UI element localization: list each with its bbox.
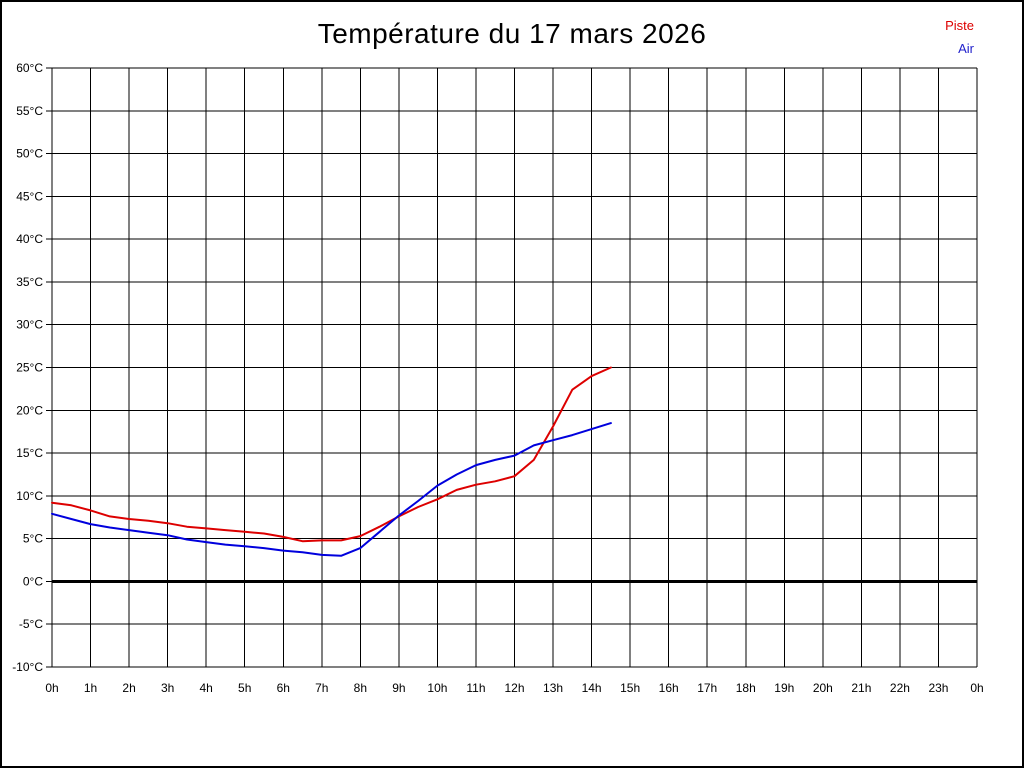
y-axis-tick-label: -10°C: [12, 660, 43, 674]
page-title: Température du 17 mars 2026: [317, 18, 707, 49]
y-axis-tick-label: 40°C: [16, 232, 43, 246]
x-axis-tick-label: 22h: [890, 681, 910, 695]
y-axis-tick-label: 20°C: [16, 403, 43, 417]
y-axis-tick-label: 55°C: [16, 104, 43, 118]
chart-legend: Piste Air: [945, 14, 974, 60]
x-axis-tick-label: 20h: [813, 681, 833, 695]
x-axis-tick-label: 14h: [582, 681, 602, 695]
y-axis-tick-label: 50°C: [16, 147, 43, 161]
x-axis-tick-label: 0h: [45, 681, 58, 695]
y-axis-tick-label: 60°C: [16, 61, 43, 75]
x-axis-tick-label: 5h: [238, 681, 251, 695]
y-axis-tick-label: 25°C: [16, 361, 43, 375]
y-axis-tick-label: 0°C: [23, 574, 43, 588]
x-axis-tick-label: 13h: [543, 681, 563, 695]
y-axis-tick-label: 35°C: [16, 275, 43, 289]
x-axis-tick-label: 15h: [620, 681, 640, 695]
x-axis-tick-label: 11h: [466, 681, 485, 695]
x-axis-tick-label: 7h: [315, 681, 328, 695]
x-axis-tick-label: 2h: [122, 681, 135, 695]
legend-item-piste: Piste: [945, 18, 974, 33]
x-axis-tick-label: 8h: [354, 681, 367, 695]
y-axis-tick-label: -5°C: [19, 617, 43, 631]
series-line-air: [51, 422, 612, 557]
x-axis-tick-label: 6h: [277, 681, 290, 695]
y-axis-tick-label: 45°C: [16, 189, 43, 203]
y-axis-tick-label: 5°C: [23, 532, 43, 546]
x-axis-tick-label: 1h: [84, 681, 97, 695]
x-axis-tick-label: 21h: [851, 681, 871, 695]
x-axis-tick-label: 23h: [928, 681, 948, 695]
x-axis-tick-label: 18h: [736, 681, 756, 695]
y-axis-tick-label: 30°C: [16, 318, 43, 332]
x-axis-tick-label: 12h: [504, 681, 524, 695]
x-axis-tick-label: 17h: [697, 681, 717, 695]
x-axis-tick-label: 9h: [392, 681, 405, 695]
x-axis-tick-label: 10h: [427, 681, 447, 695]
x-axis-tick-label: 0h: [970, 681, 983, 695]
x-axis-tick-label: 19h: [774, 681, 794, 695]
y-axis-tick-label: 10°C: [16, 489, 43, 503]
series-line-piste: [51, 366, 612, 543]
y-axis-tick-label: 15°C: [16, 446, 43, 460]
x-axis-tick-label: 3h: [161, 681, 174, 695]
legend-item-air: Air: [958, 41, 974, 56]
x-axis-tick-label: 16h: [659, 681, 679, 695]
x-axis-tick-label: 4h: [199, 681, 212, 695]
